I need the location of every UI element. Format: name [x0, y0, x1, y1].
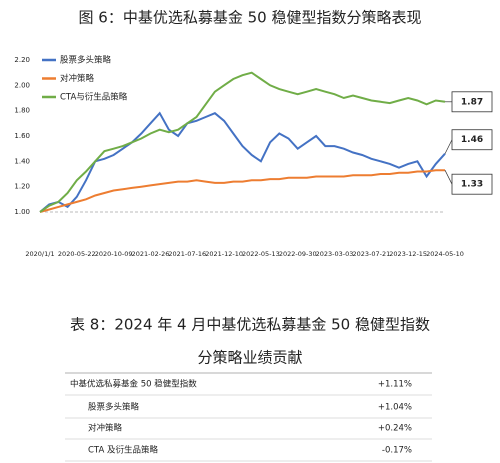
series-line [39, 71, 446, 213]
x-tick-label: 2020-10-09 [95, 250, 133, 258]
x-tick-label: 2022-09-30 [279, 250, 317, 258]
table-cell: 中基优选私募基金 50 稳健型指数 [70, 379, 197, 390]
table-cell: -0.17% [382, 446, 412, 456]
y-tick-label: 1.80 [14, 107, 30, 115]
x-tick-label: 2020/1/1 [25, 250, 54, 258]
y-tick-label: 2.00 [14, 81, 30, 89]
callout-leader [444, 170, 453, 185]
y-tick-label: 1.00 [14, 208, 30, 216]
table-title: 表 8：2024 年 4 月中基优选私募基金 50 稳健型指数 [70, 316, 430, 334]
table-cell: CTA 及衍生品策略 [88, 445, 158, 456]
table-cell: +0.24% [378, 424, 412, 434]
x-tick-label: 2020-05-22 [58, 250, 96, 258]
x-tick-label: 2021-07-16 [168, 250, 206, 258]
table-cell: 对冲策略 [88, 423, 123, 434]
table-cell: +1.04% [378, 403, 412, 413]
x-tick-label: 2022-05-13 [242, 250, 280, 258]
x-tick-label: 2021-02-26 [132, 250, 170, 258]
table-cell: +1.11% [378, 380, 412, 390]
callout-box [451, 91, 493, 113]
x-tick-label: 2023-12-15 [389, 250, 427, 258]
callout-label: 1.46 [461, 135, 483, 145]
y-tick-label: 1.60 [14, 132, 30, 140]
y-tick-label: 2.20 [14, 56, 30, 64]
series-line [39, 111, 446, 213]
table-cell: 股票多头策略 [88, 402, 140, 413]
x-tick-label: 2023-07-21 [352, 250, 390, 258]
legend-label: CTA与衍生品策略 [60, 92, 128, 103]
x-tick-label: 2023-03-03 [316, 250, 354, 258]
x-tick-label: 2024-05-10 [426, 250, 464, 258]
y-tick-label: 1.20 [14, 183, 30, 191]
legend-label: 股票多头策略 [60, 55, 112, 66]
x-tick-label: 2021-12-10 [205, 250, 243, 258]
callout-label: 1.33 [461, 180, 483, 190]
series-line [39, 169, 445, 213]
y-tick-label: 1.40 [14, 157, 30, 165]
legend-label: 对冲策略 [60, 73, 95, 84]
chart-title: 图 6：中基优选私募基金 50 稳健型指数分策略表现 [79, 9, 422, 27]
callout-label: 1.87 [461, 97, 483, 107]
callout-leader [444, 139, 453, 154]
callout-box [451, 129, 493, 151]
table-title: 分策略业绩贡献 [197, 349, 302, 367]
callout-box [451, 173, 493, 195]
